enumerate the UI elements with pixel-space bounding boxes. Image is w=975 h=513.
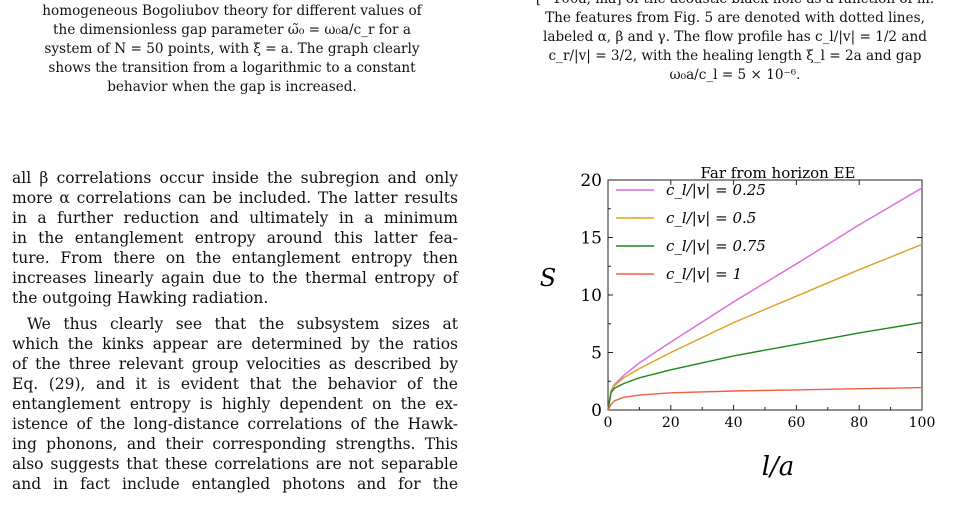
- caption-line: behavior when the gap is increased.: [107, 79, 357, 95]
- x-tick-label: 40: [725, 415, 743, 431]
- y-tick-label: 10: [580, 286, 602, 306]
- chart-title: Far from horizon EE: [701, 164, 856, 182]
- caption-line: labeled α, β and γ. The flow profile has…: [543, 29, 927, 45]
- text-line: the outgoing Hawking radiation.: [12, 289, 269, 307]
- caption-line: shows the transition from a logarithmic …: [48, 60, 416, 76]
- x-tick-label: 60: [787, 415, 805, 431]
- text-line: more α correlations can be included. The…: [12, 189, 458, 207]
- paragraph: all β correlations occur inside the subr…: [12, 168, 458, 308]
- legend-label: c_l/|v| = 0.5: [666, 209, 756, 227]
- series-line: [607, 187, 923, 411]
- text-line: all β correlations occur inside the subr…: [12, 169, 458, 187]
- x-tick-label: 100: [909, 415, 936, 431]
- figure-caption-right: [−100a, ma] of the acoustic black hole a…: [500, 0, 970, 85]
- text-line: ing phonons, and their corresponding str…: [12, 435, 458, 453]
- text-line: increases linearly again due to the ther…: [12, 269, 458, 287]
- x-tick-label: 80: [850, 415, 868, 431]
- text-line: which the kinks appear are determined by…: [12, 335, 458, 353]
- text-line: of the three relevant group velocities a…: [12, 355, 458, 373]
- text-line: in the entanglement entropy around this …: [12, 229, 458, 247]
- caption-line: homogeneous Bogoliubov theory for differ…: [42, 3, 422, 19]
- body-text-column: all β correlations occur inside the subr…: [12, 168, 458, 494]
- y-tick-label: 5: [591, 344, 602, 364]
- x-tick-label: 0: [604, 415, 613, 431]
- y-axis-label: S: [540, 264, 556, 292]
- y-tick-label: 0: [591, 401, 602, 421]
- text-line: We thus clearly see that the subsystem s…: [27, 315, 458, 333]
- text-line: in a further reduction and ultimately in…: [12, 209, 458, 227]
- caption-line: c_r/|v| = 3/2, with the healing length ξ…: [548, 48, 922, 64]
- text-line: ture. From there on the entanglement ent…: [12, 249, 458, 267]
- series-line: [607, 243, 923, 411]
- caption-line: the dimensionless gap parameter ω̃₀ = ω₀…: [53, 22, 411, 38]
- legend-label: c_l/|v| = 1: [666, 265, 742, 283]
- plot-frame: [607, 179, 923, 411]
- caption-line: [−100a, ma] of the acoustic black hole a…: [500, 0, 970, 9]
- caption-line: ω₀a/c_l = 5 × 10⁻⁶.: [669, 67, 801, 83]
- text-line: Eq. (29), and it is evident that the beh…: [12, 375, 458, 393]
- legend-label: c_l/|v| = 0.25: [666, 181, 766, 199]
- y-tick-label: 15: [580, 229, 602, 249]
- text-line: entanglement entropy is highly dependent…: [12, 395, 458, 413]
- series-line: [607, 321, 923, 411]
- text-line: istence of the long-distance correlation…: [12, 415, 458, 433]
- paragraph: We thus clearly see that the subsystem s…: [12, 314, 458, 494]
- x-tick-label: 20: [662, 415, 680, 431]
- entanglement-entropy-chart: Far from horizon EE S l/a 0 20 40 60 80 100 0 5…: [540, 164, 936, 482]
- series-line: [607, 386, 923, 411]
- caption-line: The features from Fig. 5 are denoted wit…: [545, 10, 925, 26]
- legend-label: c_l/|v| = 0.75: [666, 237, 766, 255]
- plot-area: 0 20 40 60 80 100 0 5 10 15 20 c_l/|v| = 0.25 c_l/|v…: [580, 171, 935, 431]
- caption-line: system of N = 50 points, with ξ = a. The…: [44, 41, 420, 57]
- text-line: also suggests that these correlations ar…: [12, 455, 458, 473]
- x-axis-label: l/a: [762, 452, 795, 482]
- y-tick-label: 20: [580, 171, 602, 191]
- text-line: and in fact include entangled photons an…: [12, 475, 458, 493]
- figure-caption-left: homogeneous Bogoliubov theory for differ…: [6, 2, 458, 97]
